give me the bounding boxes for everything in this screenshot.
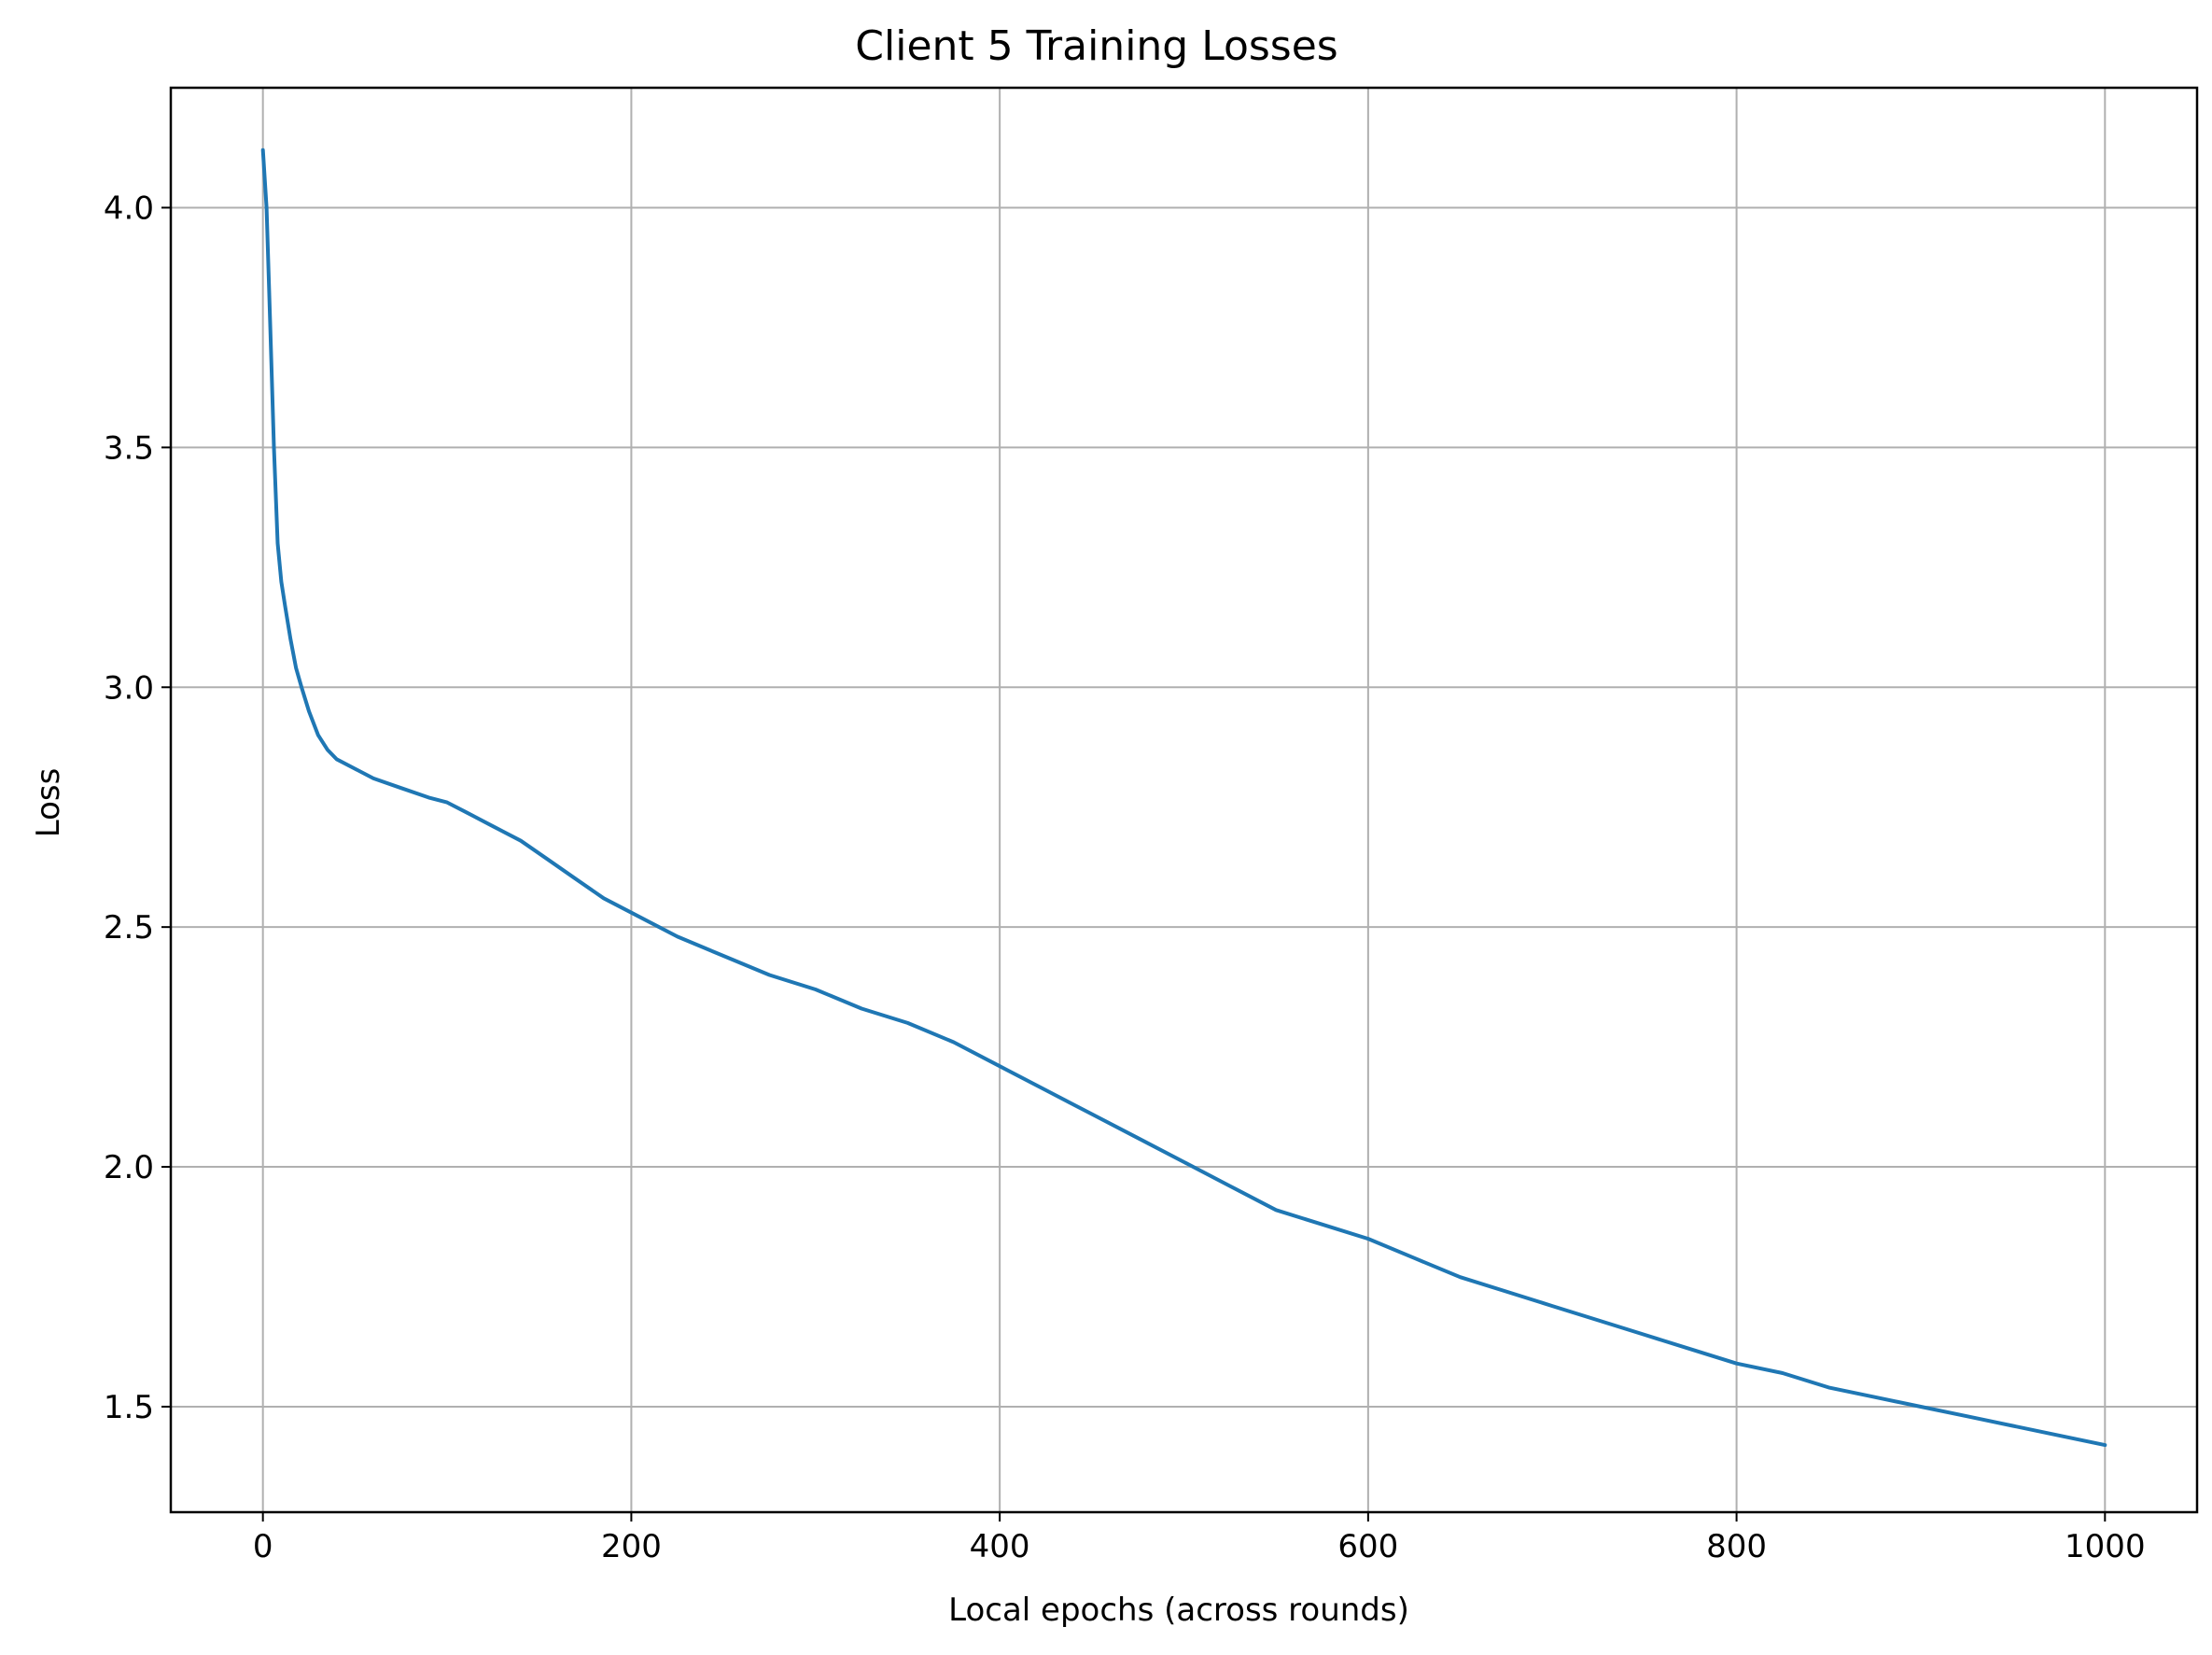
y-tick-label: 3.5 xyxy=(104,429,154,467)
series-layer xyxy=(260,147,2107,1448)
y-tick-label: 2.0 xyxy=(104,1149,154,1186)
y-tick-label: 3.0 xyxy=(104,669,154,707)
x-tick-label: 0 xyxy=(253,1528,273,1565)
x-tick-label: 400 xyxy=(970,1528,1030,1565)
y-tick-label: 1.5 xyxy=(104,1389,154,1426)
x-tick-label: 800 xyxy=(1706,1528,1767,1565)
x-axis-label: Local epochs (across rounds) xyxy=(948,1592,1409,1629)
x-tick-label: 1000 xyxy=(2065,1528,2146,1565)
loss-series-line xyxy=(260,147,2107,1448)
plot-frame xyxy=(169,86,2199,1514)
tick-layer: 0 200 400 600 800 1000 1.5 2.0 2.5 3.0 3.5 4.0 xyxy=(104,189,2146,1565)
x-tick-label: 600 xyxy=(1337,1528,1398,1565)
y-axis-label: Loss xyxy=(30,768,67,838)
chart-title: Client 5 Training Losses xyxy=(855,22,1337,70)
y-tick-label: 2.5 xyxy=(104,909,154,947)
x-tick-label: 200 xyxy=(601,1528,662,1565)
grid-layer xyxy=(171,88,2197,1512)
y-tick-label: 4.0 xyxy=(104,189,154,227)
